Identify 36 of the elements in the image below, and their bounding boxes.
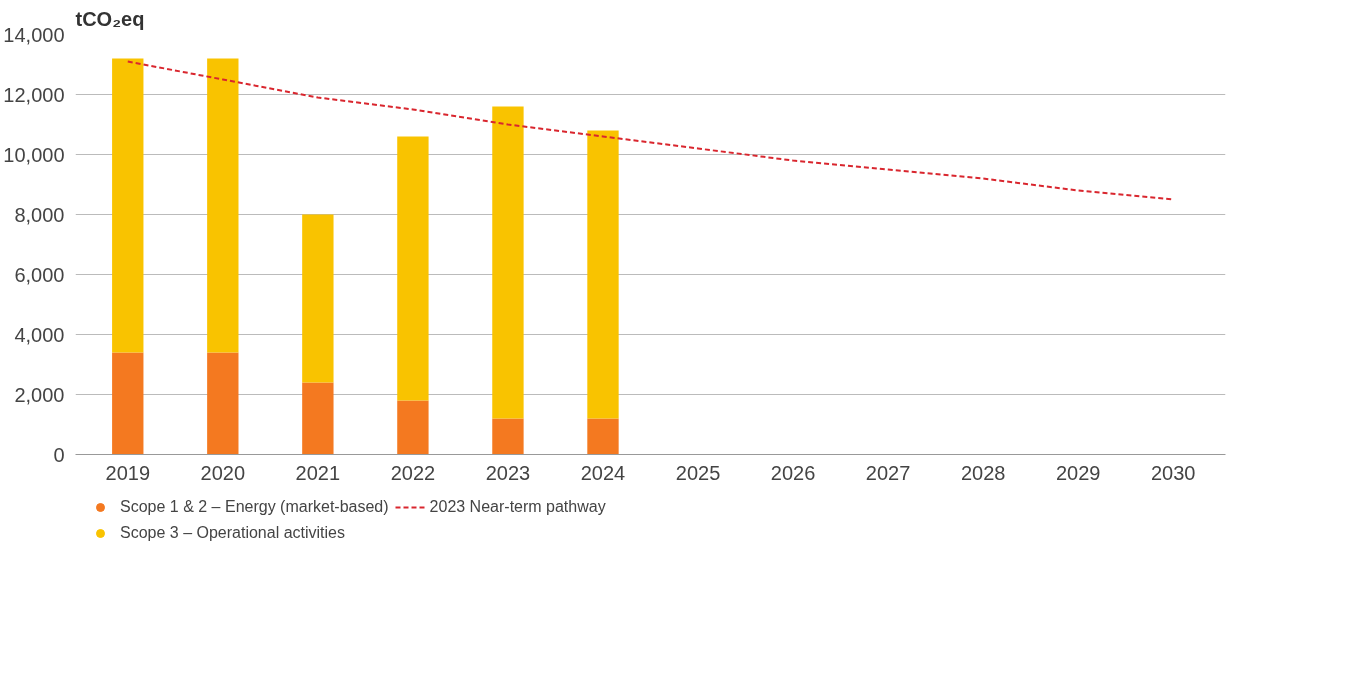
y-tick-label: 8,000	[14, 203, 65, 226]
legend-label: Scope 3 – Operational activities	[120, 524, 346, 542]
bar	[587, 130, 619, 419]
legend-label: Scope 1 & 2 – Energy (market-based)	[120, 498, 389, 516]
y-tick-label: 0	[53, 443, 65, 466]
x-tick-label: 2023	[485, 461, 531, 484]
x-tick-label: 2026	[770, 461, 816, 484]
bar	[207, 352, 239, 455]
bar	[112, 58, 144, 353]
x-tick-label: 2021	[295, 461, 341, 484]
bar	[492, 106, 524, 419]
y-tick-label: 10,000	[3, 143, 65, 166]
x-tick-label: 2029	[1055, 461, 1101, 484]
legend-label: 2023 Near-term pathway	[429, 498, 606, 516]
x-tick-label: 2019	[105, 461, 151, 484]
x-tick-label: 2024	[580, 461, 626, 484]
x-tick-label: 2020	[200, 461, 246, 484]
bar	[587, 418, 619, 455]
bar	[397, 400, 429, 455]
y-tick-label: 6,000	[14, 263, 65, 286]
bar	[492, 418, 524, 455]
x-tick-label: 2027	[865, 461, 911, 484]
y-tick-label: 12,000	[3, 83, 65, 106]
bar	[207, 58, 239, 353]
bar	[112, 352, 144, 455]
x-tick-label: 2022	[390, 461, 436, 484]
y-tick-label: 14,000	[3, 23, 65, 46]
bar	[302, 382, 334, 455]
x-tick-label: 2030	[1150, 461, 1196, 484]
bar	[397, 136, 429, 401]
x-tick-label: 2028	[960, 461, 1006, 484]
x-tick-label: 2025	[675, 461, 721, 484]
y-tick-label: 4,000	[14, 323, 65, 346]
bar	[302, 214, 334, 383]
y-axis-title: tCO₂eq	[75, 7, 145, 30]
y-tick-label: 2,000	[14, 383, 65, 406]
